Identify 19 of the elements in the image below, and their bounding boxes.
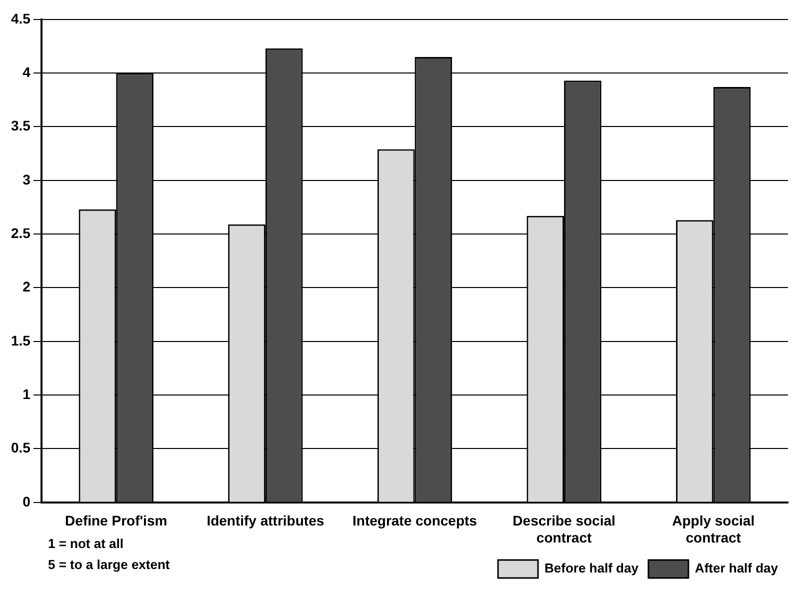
- y-tick-label: 1.5: [10, 332, 31, 348]
- y-tick-label: 4: [22, 64, 31, 80]
- y-tick-label: 3: [22, 171, 31, 188]
- x-tick-label: Define Prof'ism: [65, 512, 168, 529]
- legend-label: Before half day: [544, 560, 640, 576]
- y-tick-label: 2: [22, 278, 31, 295]
- x-tick-label: Describe social contract: [512, 512, 616, 546]
- legend-label: After half day: [694, 560, 779, 576]
- y-tick-label: 0: [22, 493, 31, 510]
- y-tick-label: 3.5: [10, 118, 31, 134]
- x-tick-label: Identify attributes: [206, 512, 324, 529]
- y-tick-label: 4.5: [10, 10, 31, 26]
- x-tick-label: Apply social contract: [672, 512, 755, 546]
- x-tick-label: Integrate concepts: [352, 512, 478, 529]
- text: 5 = to a large extent: [48, 557, 170, 572]
- y-tick-label: 1: [22, 386, 31, 402]
- y-tick-label: 0.5: [10, 440, 31, 456]
- y-tick-label: 2.5: [10, 224, 31, 241]
- text: 1 = not at all: [48, 536, 124, 551]
